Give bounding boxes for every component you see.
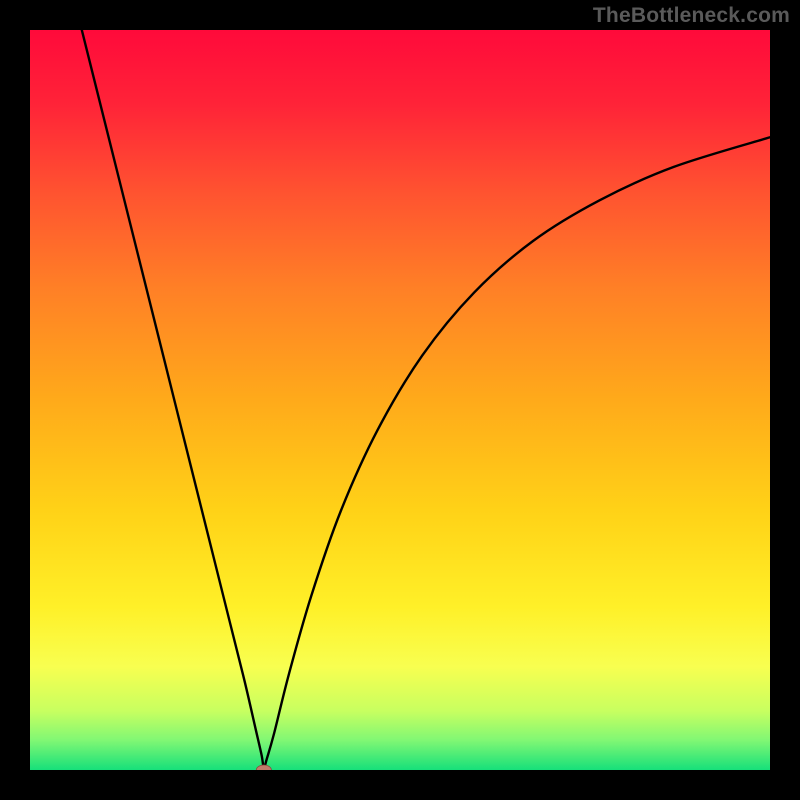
- watermark-text: TheBottleneck.com: [593, 4, 790, 28]
- chart-svg: [0, 0, 800, 800]
- chart-gradient-background: [30, 30, 770, 770]
- bottleneck-chart: TheBottleneck.com: [0, 0, 800, 800]
